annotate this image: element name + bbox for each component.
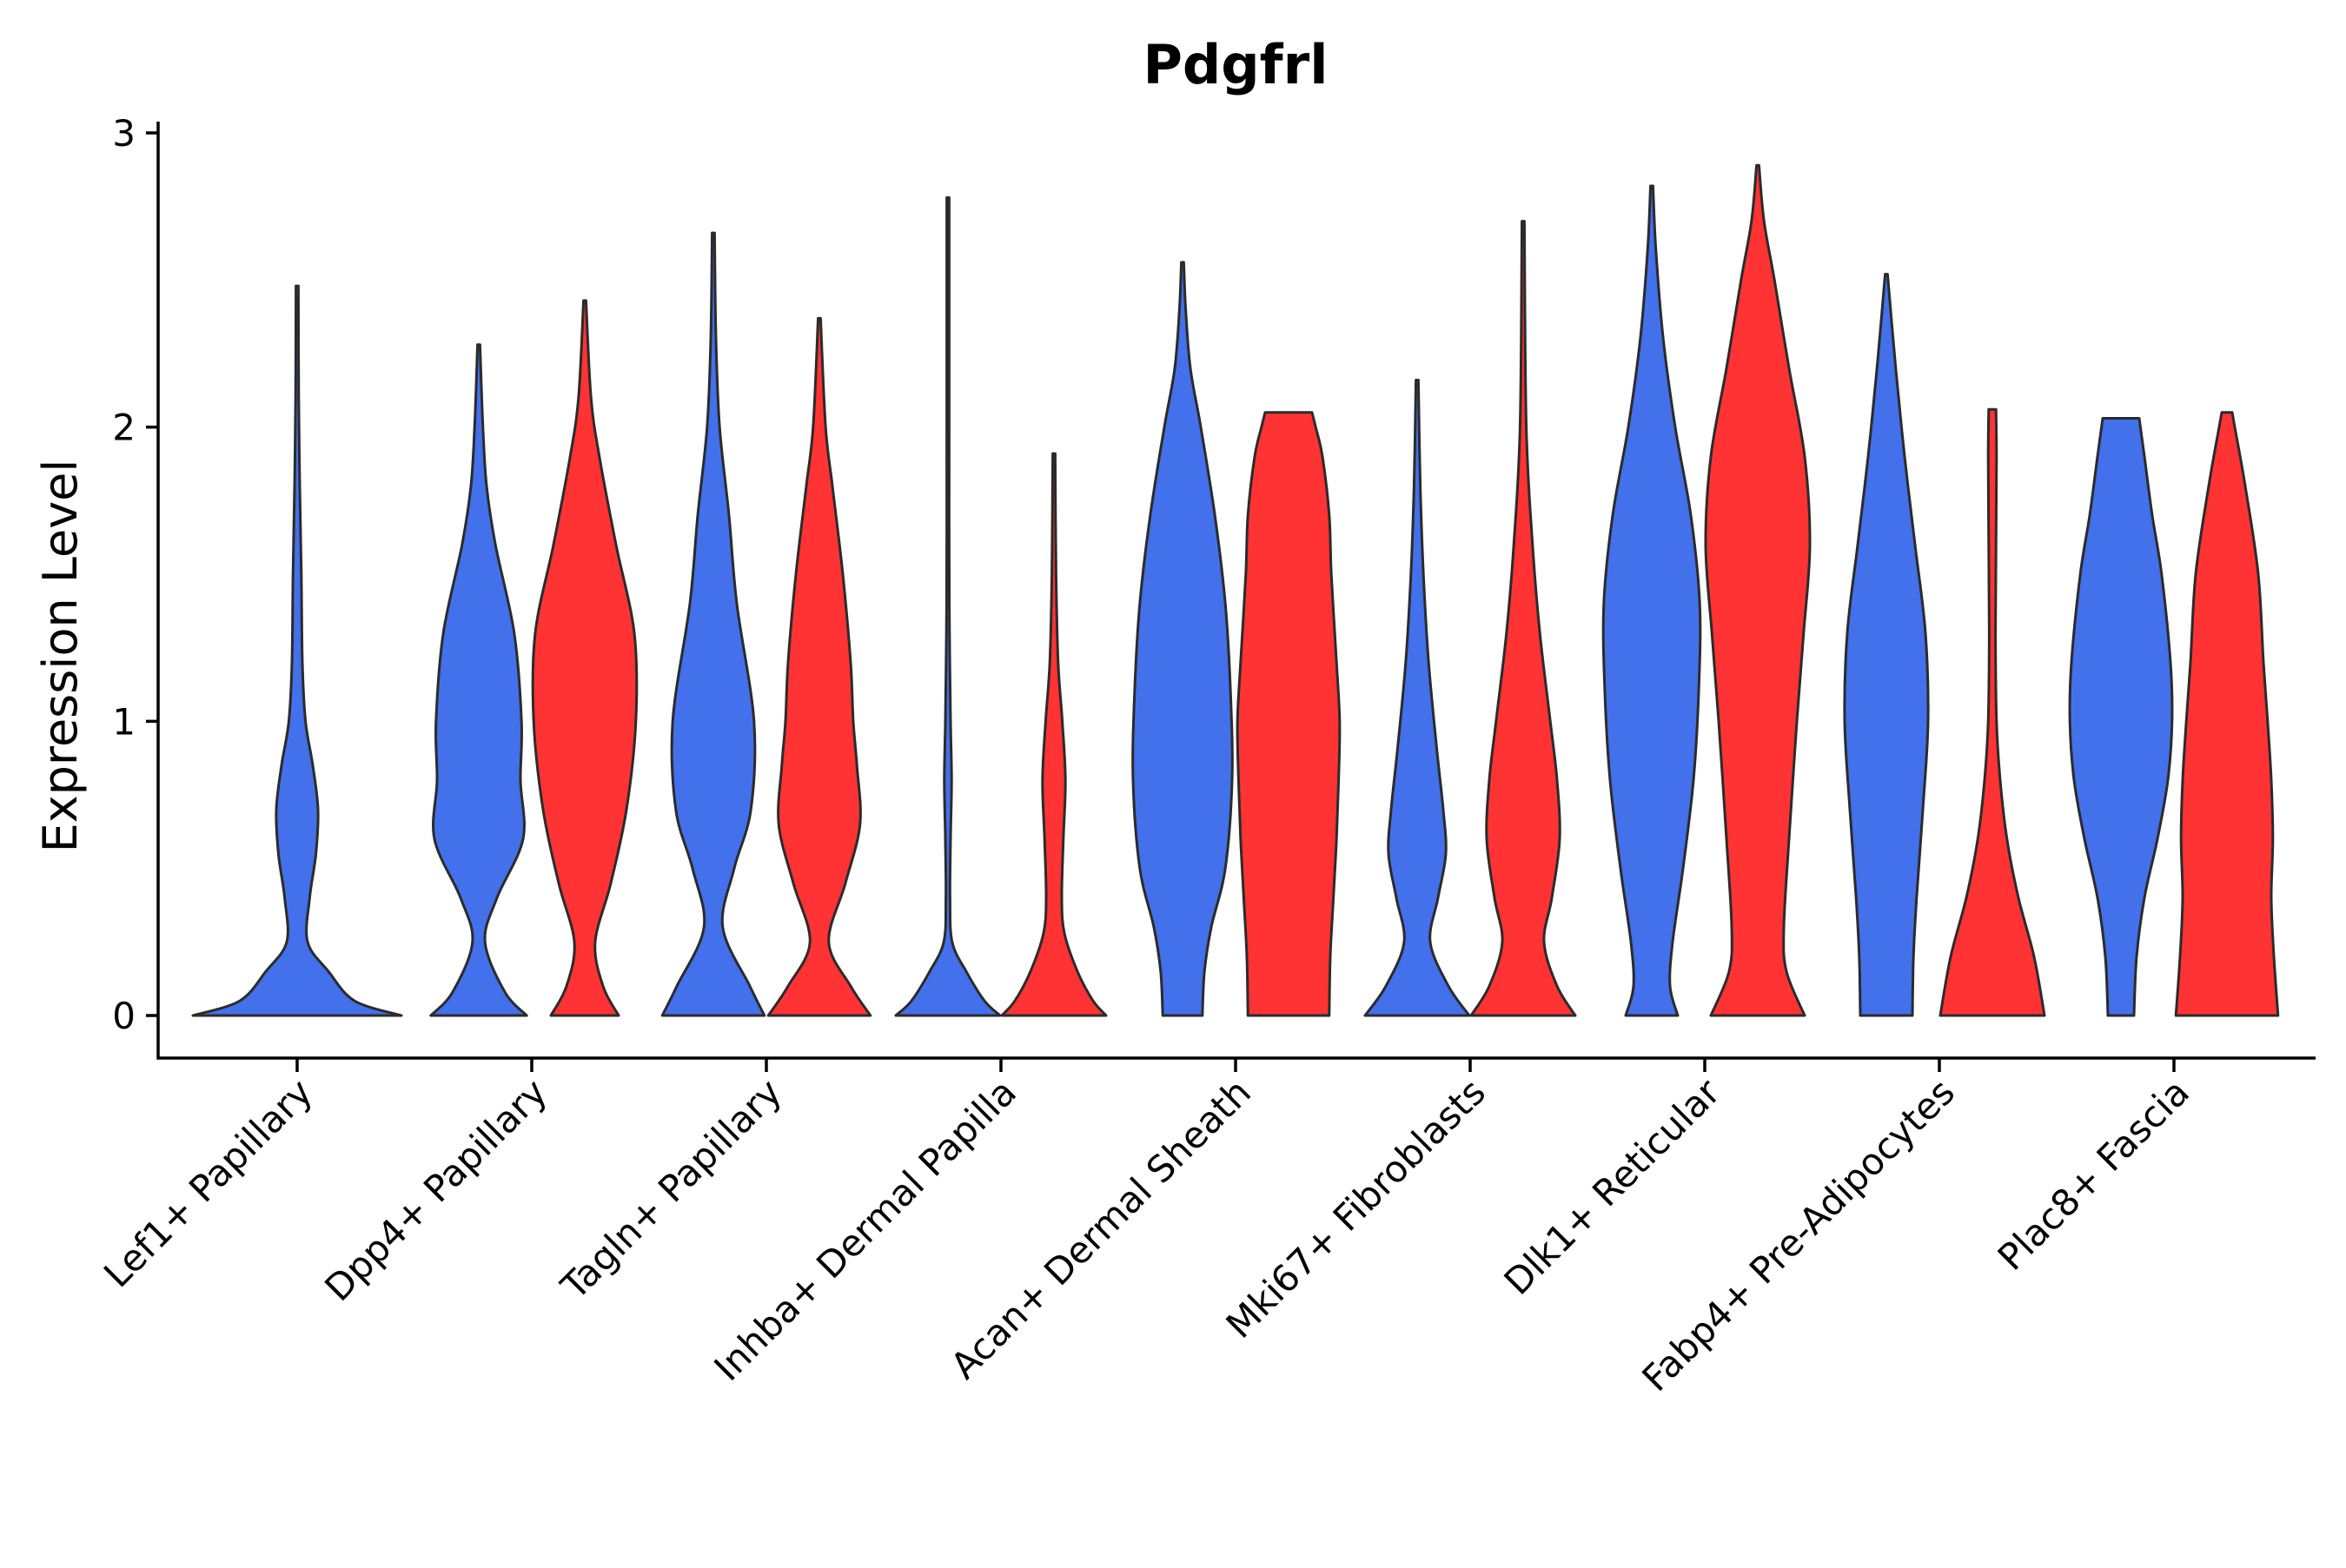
- violin-inhba-dermal-papilla-group-1: [894, 196, 1002, 1017]
- violin-dpp4-papillary-group-2: [531, 299, 639, 1017]
- violin-acan-dermal-sheath-group-2: [1236, 411, 1342, 1017]
- x-tick-label: Plac8+ Fascia: [1990, 1070, 2197, 1278]
- violin-fabp4-pre-adipocytes-group-2: [1938, 407, 2046, 1017]
- violin-dlk1-reticular-group-2: [1704, 163, 1812, 1017]
- violin-tagln-papillary-group-2: [766, 316, 872, 1017]
- y-tick-label: 2: [112, 407, 136, 449]
- axis-lines: [156, 122, 2316, 1060]
- violin-plac8-fascia-group-1: [2068, 417, 2174, 1017]
- chart-title: Pdgfrl: [1143, 33, 1328, 96]
- y-tick-label: 3: [112, 112, 136, 155]
- x-tick-label: Dpp4+ Papillary: [316, 1070, 555, 1309]
- y-tick-label: 0: [112, 995, 136, 1037]
- violin-acan-dermal-sheath-group-1: [1131, 261, 1234, 1017]
- violin-lef1-papillary-group-1: [191, 284, 403, 1017]
- violin-plac8-fascia-group-2: [2174, 411, 2280, 1017]
- y-axis-label: Expression Level: [33, 460, 88, 853]
- violin-inhba-dermal-papilla-group-2: [1000, 452, 1108, 1017]
- violin-dpp4-papillary-group-1: [429, 343, 528, 1017]
- x-tick-label: Lef1+ Papillary: [96, 1070, 321, 1295]
- x-tick-label: Mki67+ Fibroblasts: [1218, 1070, 1494, 1346]
- violin-tagln-papillary-group-1: [660, 231, 766, 1017]
- violin-mki67-fibroblasts-group-2: [1469, 220, 1577, 1017]
- violin-mki67-fibroblasts-group-1: [1363, 379, 1471, 1017]
- violin-dlk1-reticular-group-1: [1601, 184, 1702, 1017]
- x-tick-label: Tagln+ Papillary: [553, 1070, 790, 1307]
- violin-layer: [191, 163, 2280, 1017]
- y-tick-label: 1: [112, 700, 136, 743]
- x-tick-label: Dlk1+ Reticular: [1496, 1070, 1729, 1303]
- violin-fabp4-pre-adipocytes-group-1: [1843, 273, 1930, 1017]
